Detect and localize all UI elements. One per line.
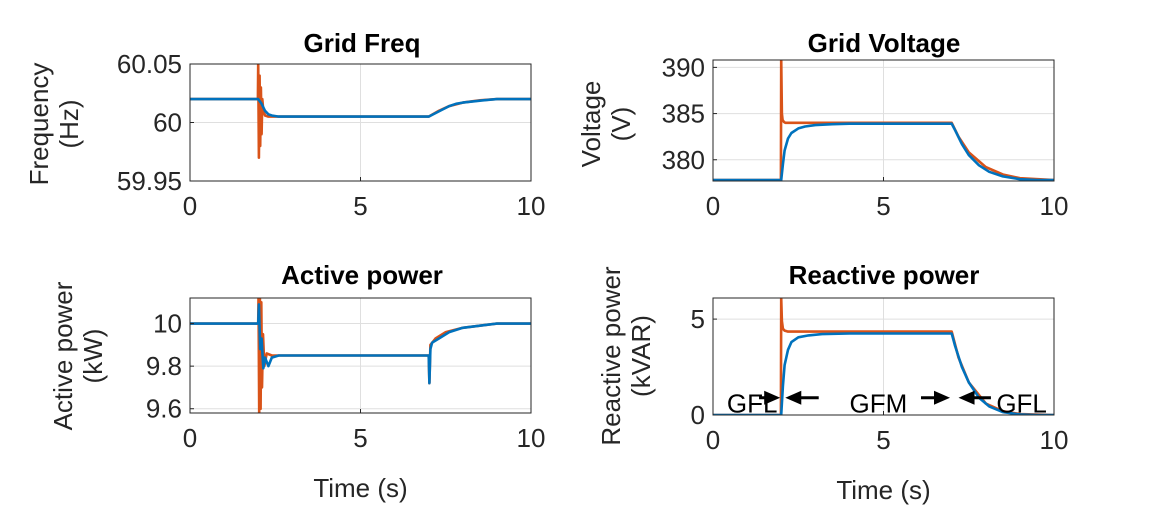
x-tick-label: 0 [183, 423, 197, 453]
grid-freq-panel: 0 5 10 59.95 60 60.05 Grid Freq Frequency(Hz) [24, 28, 545, 221]
y-tick-label: 380 [662, 145, 705, 175]
x-tick-label: 0 [706, 425, 720, 455]
x-axis-label: Time (s) [313, 473, 407, 503]
x-tick-label: 10 [517, 191, 546, 221]
y-tick-label: 390 [662, 52, 705, 82]
y-tick-label: 0 [691, 400, 705, 430]
grid-voltage-panel: 0 5 10 380 385 390 Grid Voltage Voltage(V) [576, 28, 1068, 221]
x-tick-label: 10 [1040, 191, 1069, 221]
series-line-orange [713, 60, 1054, 181]
y-tick-label: 10 [153, 309, 182, 339]
y-tick-label: 59.95 [117, 166, 182, 196]
mode-label: GFM [850, 388, 908, 418]
x-tick-label: 10 [517, 423, 546, 453]
chart-title: Reactive power [789, 260, 980, 290]
y-axis-label-line: Voltage [576, 81, 606, 168]
y-tick-label: 385 [662, 99, 705, 129]
mode-label: GFL [727, 388, 778, 418]
y-axis-label-line: (kW) [78, 329, 108, 384]
chart-title: Grid Voltage [808, 28, 961, 58]
y-axis-label: Frequency(Hz) [24, 63, 84, 186]
x-tick-label: 5 [876, 425, 890, 455]
y-axis-label-line: (kVAR) [626, 315, 656, 397]
x-tick-label: 0 [706, 191, 720, 221]
y-tick-label: 60 [153, 108, 182, 138]
x-axis-label: Time (s) [836, 475, 930, 505]
x-tick-label: 0 [183, 191, 197, 221]
series-line-blue [713, 122, 1054, 181]
mode-label: GFL [996, 388, 1047, 418]
x-tick-label: 10 [1040, 425, 1069, 455]
y-axis-label-line: Active power [48, 281, 78, 430]
x-tick-label: 5 [876, 191, 890, 221]
x-tick-label: 5 [353, 191, 367, 221]
chart-title: Grid Freq [303, 28, 420, 58]
y-axis-label-line: Reactive power [596, 266, 626, 446]
annotation-arrow [921, 390, 950, 405]
y-axis-label: Active power(kW) [48, 281, 108, 430]
chart-title: Active power [281, 260, 443, 290]
series-line-blue [190, 303, 531, 385]
y-axis-label-line: Frequency [24, 63, 54, 186]
y-tick-label: 60.05 [117, 49, 182, 79]
y-tick-label: 9.8 [146, 351, 182, 381]
x-tick-label: 5 [353, 423, 367, 453]
y-axis-label: Voltage(V) [576, 81, 636, 168]
annotation-arrow [958, 390, 991, 405]
y-axis-label-line: (V) [606, 107, 636, 142]
y-tick-label: 9.6 [146, 394, 182, 424]
series-line-blue [713, 332, 1054, 415]
y-axis-label-line: (Hz) [54, 99, 84, 148]
annotation-arrow [759, 390, 781, 405]
y-axis-label: Reactive power(kVAR) [596, 266, 656, 446]
y-tick-label: 5 [691, 304, 705, 334]
series-line-blue [190, 97, 531, 118]
annotation-arrow [785, 390, 819, 405]
